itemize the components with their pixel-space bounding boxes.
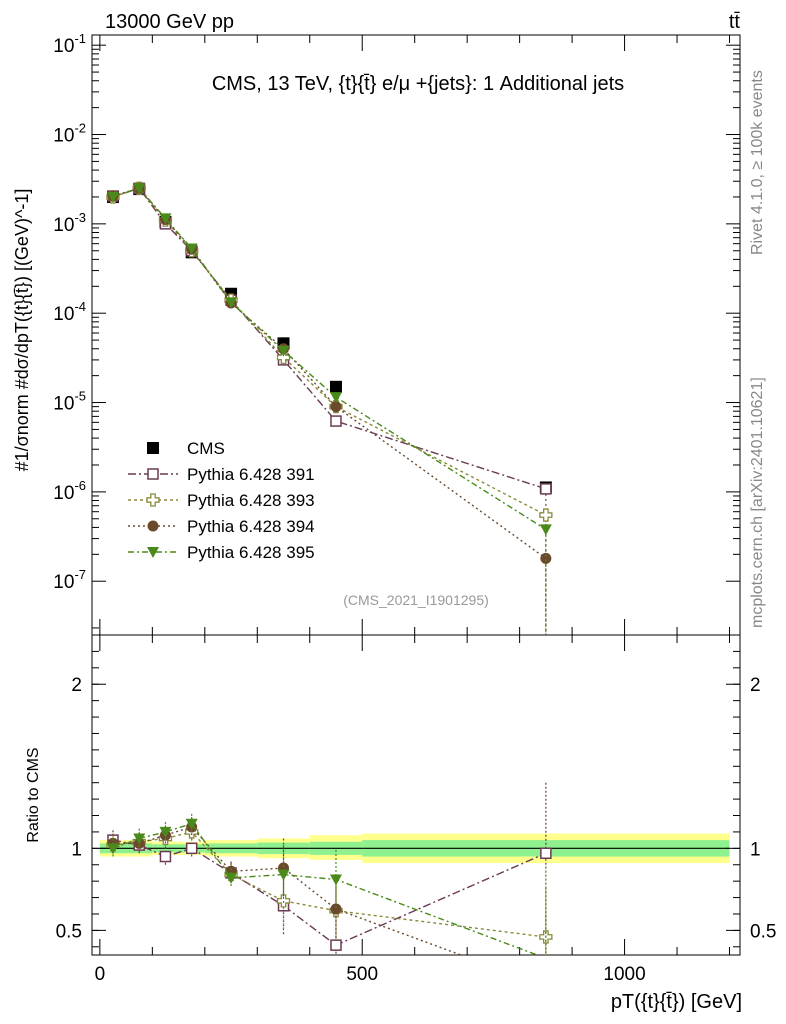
legend-marker	[147, 520, 159, 532]
data-point	[540, 483, 552, 495]
ratio-ytick-label: 0.5	[56, 921, 82, 942]
ratio-ylabel: Ratio to CMS	[25, 747, 42, 842]
series-pythia-6-428-393	[106, 181, 553, 635]
xtick-label: 0	[95, 964, 106, 985]
header-left: 13000 GeV pp	[105, 11, 234, 33]
legend-marker	[147, 468, 159, 480]
legend-label: Pythia 6.428 395	[187, 543, 315, 562]
data-point	[185, 243, 198, 255]
data-point	[330, 415, 342, 427]
ytick-label: 10-3	[53, 210, 86, 236]
ratio-point	[159, 826, 172, 838]
legend-item: Pythia 6.428 391	[128, 465, 315, 484]
ratio-point	[106, 843, 119, 855]
x-axis-label: pT({t}{t̄}) [GeV]	[611, 991, 742, 1013]
legend-marker	[147, 547, 159, 558]
data-point	[540, 552, 552, 564]
ytick-label: 10-5	[53, 389, 86, 415]
legend-label: Pythia 6.428 393	[187, 491, 315, 510]
ytick-label: 10-7	[53, 567, 86, 593]
ratio-ytick-label: 1	[71, 839, 82, 860]
legend-item: Pythia 6.428 394	[128, 517, 315, 536]
xtick-label: 1000	[603, 964, 645, 985]
ratio-ytick-label-right: 2	[750, 675, 761, 696]
ytick-label: 10-6	[53, 478, 86, 504]
legend-marker	[146, 493, 160, 507]
ratio-series	[106, 782, 553, 955]
ratio-point	[133, 833, 146, 845]
main-ylabel: #1/σnorm #dσ/dpT({t}{t̄}) [(GeV)^-1]	[12, 189, 32, 472]
ratio-point	[330, 903, 342, 915]
ytick-label: 10-1	[53, 31, 86, 57]
ratio-point	[185, 842, 198, 855]
ratio-line	[112, 839, 547, 946]
header-right: tt̄	[729, 11, 741, 33]
data-point	[159, 213, 172, 225]
ratio-line	[112, 822, 540, 955]
xtick-label: 500	[346, 964, 378, 985]
legend-label: Pythia 6.428 394	[187, 517, 315, 536]
legend-item: Pythia 6.428 395	[128, 543, 315, 562]
ratio-point	[540, 847, 552, 860]
data-point	[106, 191, 119, 203]
ratio-ytick-label-right: 0.5	[750, 921, 776, 942]
legend-item: CMS	[147, 439, 225, 458]
ratio-point	[185, 818, 198, 830]
mcplots-label: mcplots.cern.ch [arXiv:2401.10621]	[749, 377, 766, 628]
ratio-series-1	[107, 782, 552, 955]
data-point	[225, 297, 238, 309]
data-point	[539, 508, 553, 522]
ratio-point	[159, 850, 172, 863]
chart-title: CMS, 13 TeV, {t}{t̄} e/μ +{jets}: 1 Addi…	[212, 73, 624, 95]
data-point	[329, 392, 342, 404]
legend: CMS Pythia 6.428 391 Pythia 6.428 393 Pythi…	[128, 439, 315, 562]
series-pythia-6-428-395	[106, 183, 552, 635]
ratio-ytick-label-right: 1	[750, 839, 761, 860]
ratio-point	[329, 874, 342, 886]
legend-label: Pythia 6.428 391	[187, 465, 315, 484]
ytick-label: 10-4	[53, 299, 86, 325]
legend-item: Pythia 6.428 393	[128, 491, 315, 510]
series-line	[112, 187, 547, 531]
data-point	[329, 380, 342, 393]
legend-marker	[147, 442, 159, 454]
legend-label: CMS	[187, 439, 225, 458]
ratio-point	[225, 872, 238, 884]
ratio-point	[277, 869, 290, 881]
data-point	[539, 524, 552, 536]
watermark: (CMS_2021_I1901295)	[343, 592, 489, 608]
series-line	[112, 187, 547, 516]
series-line	[112, 187, 547, 559]
data-point	[276, 350, 291, 365]
data-point	[277, 345, 290, 357]
ratio-series-4	[106, 813, 547, 955]
ytick-label: 10-2	[53, 121, 86, 147]
ratio-ytick-label: 2	[71, 675, 82, 696]
main-series	[106, 181, 553, 635]
ratio-panel-frame	[91, 634, 741, 956]
data-point	[330, 401, 342, 413]
data-point	[133, 183, 146, 195]
ratio-point	[276, 894, 291, 908]
rivet-label: Rivet 4.1.0, ≥ 100k events	[749, 70, 766, 255]
ratio-point	[330, 939, 342, 951]
